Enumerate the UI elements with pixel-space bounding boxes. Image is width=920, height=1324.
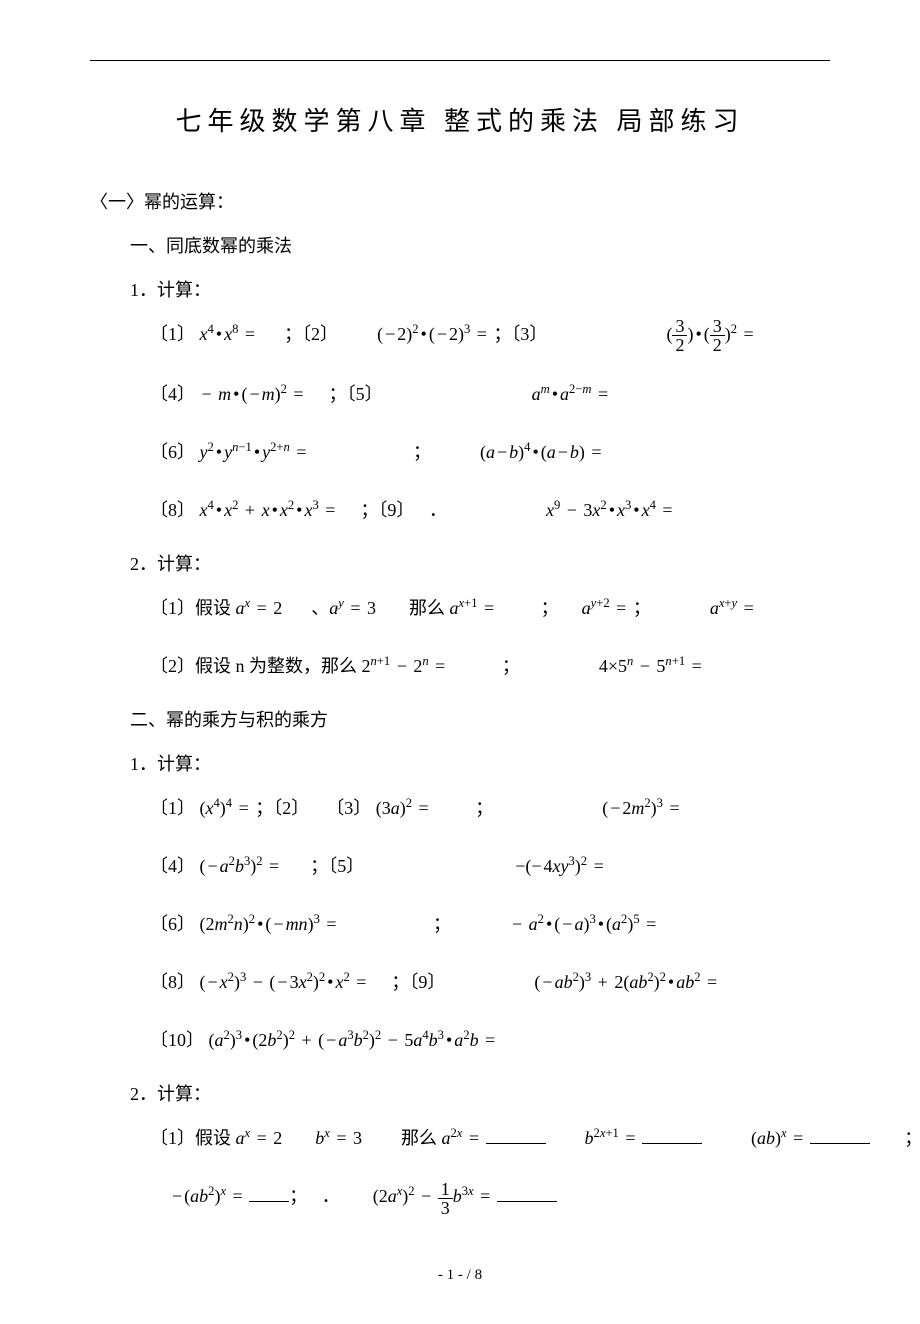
expr-8: x4•x2 + x•x2•x3 = [200, 500, 342, 520]
expr-2: (−2)2•(−2)3 = [377, 324, 493, 344]
expr-5: am•a2−m = [532, 384, 611, 404]
p2-expr-1: (x4)4 = [200, 798, 256, 818]
header-rule [90, 60, 830, 61]
p2-expr-8: (−x2)3 − (−3x2)2•x2 = [200, 972, 373, 992]
q2-head: 2．计算： [130, 550, 830, 576]
part-2-head: 二、幂的乘方与积的乘方 [130, 706, 830, 732]
q2-1-a: ax = 2 [236, 598, 283, 618]
page: 七年级数学第八章 整式的乘法 局部练习 〈一〉幂的运算： 一、同底数幂的乘法 1… [0, 0, 920, 1324]
p2q2-1-b: bx = 3 [315, 1128, 362, 1148]
p2-expr-2: (3a)2 = [376, 798, 435, 818]
blank [486, 1126, 546, 1144]
q2-line2: 〔2〕假设 n 为整数，那么 2n+1 − 2n = ； 4×5n − 5n+1… [150, 648, 830, 684]
p2-lbl-9: ；〔9〕 [391, 972, 445, 992]
p2q2-line1: 〔1〕假设 ax = 2 bx = 3 那么 a2x = b2x+1 = (ab… [150, 1120, 830, 1156]
q2-1-c-pre: 那么 [409, 598, 445, 618]
p2-lbl-4: 〔4〕 [150, 856, 195, 876]
section-1-head: 〈一〉幂的运算： [90, 188, 830, 214]
lbl-1: 〔1〕 [150, 324, 195, 344]
q2-1-c: ax+1 = [450, 598, 501, 618]
q2-1-e: ax+y = [710, 598, 756, 618]
q2-1-d: ay+2 = [582, 598, 633, 618]
lbl-3: ；〔3〕 [493, 324, 547, 344]
p2q2-line2: −(ab2)x = ； ． (2ax)2 − 13b3x = [170, 1178, 830, 1216]
q2-2-b: 4×5n − 5n+1 = [599, 656, 704, 676]
page-title: 七年级数学第八章 整式的乘法 局部练习 [90, 101, 830, 138]
p2q2-2-b: (2ax)2 − 13b3x = [373, 1186, 497, 1206]
p2-q2-head: 2．计算： [130, 1080, 830, 1106]
p2-lbl-3a: 〔3〕 [326, 798, 371, 818]
p2-expr-6: (2m2n)2•(−mn)3 = [200, 914, 344, 934]
p2q2-1-e: (ab)x = [751, 1128, 810, 1148]
p2q2-1-lbl: 〔1〕假设 [150, 1128, 231, 1148]
p2-expr-5: −(−4xy3)2 = [513, 856, 606, 876]
p2-q1-head: 1．计算： [130, 750, 830, 776]
p2-expr-3: (−2m2)3 = [602, 798, 681, 818]
p2-expr-4: (−a2b3)2 = [200, 856, 286, 876]
expr-4: − m•(−m)2 = [200, 384, 311, 404]
expr-6: y2•yn−1•y2+n = [200, 442, 313, 462]
expr-7: (a−b)4•(a−b) = [480, 442, 604, 462]
blank [497, 1184, 557, 1202]
q2-2-lbl: 〔2〕假设 n 为整数，那么 [150, 656, 357, 676]
p2q2-2-a: −(ab2)x = [170, 1186, 249, 1206]
p2-lbl-5: ；〔5〕 [310, 856, 364, 876]
blank [810, 1126, 870, 1144]
q2-2-a: 2n+1 − 2n = [362, 656, 452, 676]
lbl-8: 〔8〕 [150, 500, 195, 520]
p2-lbl-6: 〔6〕 [150, 914, 195, 934]
expr-1: x4•x8 = [200, 324, 262, 344]
lbl-4: 〔4〕 [150, 384, 195, 404]
p2-expr-9: (−ab2)3 + 2(ab2)2•ab2 = [534, 972, 719, 992]
q1-line4: 〔8〕 x4•x2 + x•x2•x3 = ；〔9〕 ． x9 − 3x2•x3… [150, 492, 830, 528]
p2q2-1-c-pre: 那么 [401, 1128, 437, 1148]
p2q2-1-c: a2x = [442, 1128, 486, 1148]
p2-lbl-2: ；〔2〕 [255, 798, 309, 818]
q2-1-lbl: 〔1〕假设 [150, 598, 231, 618]
p2q1-line3: 〔6〕 (2m2n)2•(−mn)3 = ； − a2•(−a)3•(a2)5 … [150, 906, 830, 942]
lbl-6: 〔6〕 [150, 442, 195, 462]
p2q1-line5: 〔10〕 (a2)3•(2b2)2 + (−a3b2)2 − 5a4b3•a2b… [150, 1022, 830, 1058]
expr-3: (32)•(32)2 = [666, 324, 755, 344]
q1-line2: 〔4〕 − m•(−m)2 = ；〔5〕 am•a2−m = [150, 376, 830, 412]
page-footer: - 1 - / 8 [90, 1267, 830, 1284]
p2-lbl-1: 〔1〕 [150, 798, 195, 818]
q2-line1: 〔1〕假设 ax = 2 、ay = 3 那么 ax+1 = ； ay+2 = … [150, 590, 830, 626]
p2q1-line2: 〔4〕 (−a2b3)2 = ；〔5〕 −(−4xy3)2 = [150, 848, 830, 884]
lbl-5: ；〔5〕 [329, 384, 383, 404]
q1-line1: 〔1〕 x4•x8 = ；〔2〕 (−2)2•(−2)3 = ；〔3〕 (32)… [150, 316, 830, 354]
blank [249, 1184, 289, 1202]
q1-line3: 〔6〕 y2•yn−1•y2+n = ； (a−b)4•(a−b) = [150, 434, 830, 470]
lbl-9: ；〔9〕 [360, 500, 414, 520]
p2q2-1-a: ax = 2 [236, 1128, 283, 1148]
p2q1-line4: 〔8〕 (−x2)3 − (−3x2)2•x2 = ；〔9〕 (−ab2)3 +… [150, 964, 830, 1000]
p2q1-line1: 〔1〕 (x4)4 = ；〔2〕 〔3〕 (3a)2 = ； (−2m2)3 = [150, 790, 830, 826]
p2-lbl-8: 〔8〕 [150, 972, 195, 992]
q2-1-b: 、ay = 3 [311, 598, 376, 618]
p2-expr-10: (a2)3•(2b2)2 + (−a3b2)2 − 5a4b3•a2b = [209, 1030, 498, 1050]
p2q2-1-d: b2x+1 = [585, 1128, 642, 1148]
part-1-head: 一、同底数幂的乘法 [130, 232, 830, 258]
blank [642, 1126, 702, 1144]
expr-9: x9 − 3x2•x3•x4 = [546, 500, 675, 520]
p2-expr-7: − a2•(−a)3•(a2)5 = [510, 914, 658, 934]
p2-lbl-10: 〔10〕 [150, 1030, 204, 1050]
q1-head: 1．计算： [130, 276, 830, 302]
lbl-2: ；〔2〕 [284, 324, 338, 344]
